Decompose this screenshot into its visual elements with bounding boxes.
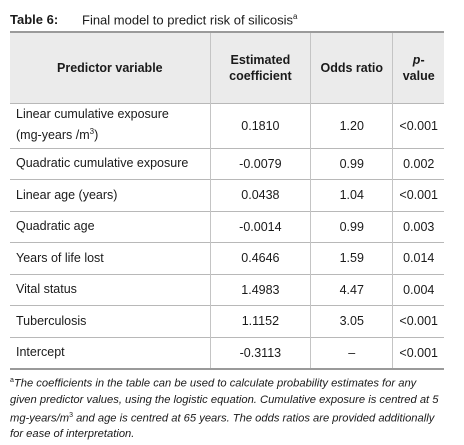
row-p-value: 0.014 xyxy=(392,242,444,274)
row-p-value: <0.001 xyxy=(392,337,444,369)
row-predictor: Quadratic cumulative exposure xyxy=(16,156,189,171)
top-rule xyxy=(10,31,444,33)
header-p-rest: -value xyxy=(402,52,435,83)
header-coef-line1: Estimated xyxy=(230,52,291,67)
row-predictor: Years of life lost xyxy=(16,250,104,265)
table-row: Quadratic cumulative exposure -0.0079 0.… xyxy=(10,148,444,180)
row-predictor: Quadratic age xyxy=(16,219,95,234)
table-caption: Table 6: Final model to predict risk of s… xyxy=(10,8,297,29)
row-p-value: 0.004 xyxy=(392,274,444,306)
row-predictor-end: ) xyxy=(94,128,99,143)
row-odds-ratio: 1.04 xyxy=(310,179,393,211)
row-odds-ratio: 0.99 xyxy=(310,148,393,180)
table-header: Predictor variable Estimated coefficient… xyxy=(10,33,444,103)
row-predictor-line1: Linear cumulative exposure xyxy=(16,107,169,122)
row-coefficient: -0.0014 xyxy=(209,211,311,243)
footnote-text-part2: and age is centred at 65 years. The odds… xyxy=(10,412,435,441)
row-predictor: Intercept xyxy=(16,345,65,359)
row-odds-ratio: 3.05 xyxy=(310,305,393,337)
table-body: Linear cumulative exposure (mg-years /m3… xyxy=(10,103,444,369)
row-p-value: <0.001 xyxy=(392,103,444,148)
footnote-sup: 3 xyxy=(69,411,73,419)
row-coefficient: 1.4983 xyxy=(209,274,311,306)
header-coef-line2: coefficient xyxy=(229,68,292,83)
row-p-value: <0.001 xyxy=(392,179,444,211)
table-row: Linear cumulative exposure (mg-years /m3… xyxy=(10,103,444,148)
row-predictor: Vital status xyxy=(16,282,77,297)
row-odds-ratio: 1.20 xyxy=(310,103,393,148)
row-coefficient: -0.0079 xyxy=(209,148,311,180)
row-odds-ratio: – xyxy=(310,337,393,369)
footnote-text-part1: The coefficients in the table can be use… xyxy=(10,377,439,425)
row-p-value: <0.001 xyxy=(392,305,444,337)
header-coefficient: Estimated coefficient xyxy=(209,33,311,103)
footnote-marker: a xyxy=(10,377,14,384)
row-predictor-line2: (mg-years /m xyxy=(16,128,90,143)
row-predictor: Linear age (years) xyxy=(16,187,118,202)
row-predictor: Tuberculosis xyxy=(16,313,87,328)
table-row: Intercept -0.3113 – <0.001 xyxy=(10,337,444,369)
row-p-value: 0.002 xyxy=(392,148,444,180)
table-label: Table 6: xyxy=(10,12,59,28)
table-row: Years of life lost 0.4646 1.59 0.014 xyxy=(10,242,444,274)
table-title: Final model to predict risk of silicosis xyxy=(82,12,293,28)
header-p-value: p-value xyxy=(392,33,444,103)
row-predictor-sup: 3 xyxy=(89,127,95,137)
table-row: Linear age (years) 0.0438 1.04 <0.001 xyxy=(10,179,444,211)
header-row: Predictor variable Estimated coefficient… xyxy=(10,33,444,103)
row-coefficient: 0.1810 xyxy=(209,103,311,148)
row-p-value: 0.003 xyxy=(392,211,444,243)
row-odds-ratio: 4.47 xyxy=(310,274,393,306)
row-coefficient: 0.4646 xyxy=(209,242,311,274)
row-coefficient: 1.1152 xyxy=(209,305,311,337)
row-predictor: Linear cumulative exposure (mg-years /m3… xyxy=(10,103,210,148)
table-row: Tuberculosis 1.1152 3.05 <0.001 xyxy=(10,305,444,337)
table-row: Vital status 1.4983 4.47 0.004 xyxy=(10,274,444,306)
row-coefficient: -0.3113 xyxy=(209,337,311,369)
row-coefficient: 0.0438 xyxy=(209,179,311,211)
header-odds-ratio: Odds ratio xyxy=(310,33,393,103)
table-footnote: aThe coefficients in the table can be us… xyxy=(10,373,446,442)
row-odds-ratio: 1.59 xyxy=(310,242,393,274)
header-predictor: Predictor variable xyxy=(57,60,163,75)
header-p-italic: p xyxy=(412,52,421,67)
title-footnote-marker: a xyxy=(292,12,298,21)
table-row: Quadratic age -0.0014 0.99 0.003 xyxy=(10,211,444,243)
model-table: Predictor variable Estimated coefficient… xyxy=(10,33,444,370)
row-odds-ratio: 0.99 xyxy=(310,211,393,243)
